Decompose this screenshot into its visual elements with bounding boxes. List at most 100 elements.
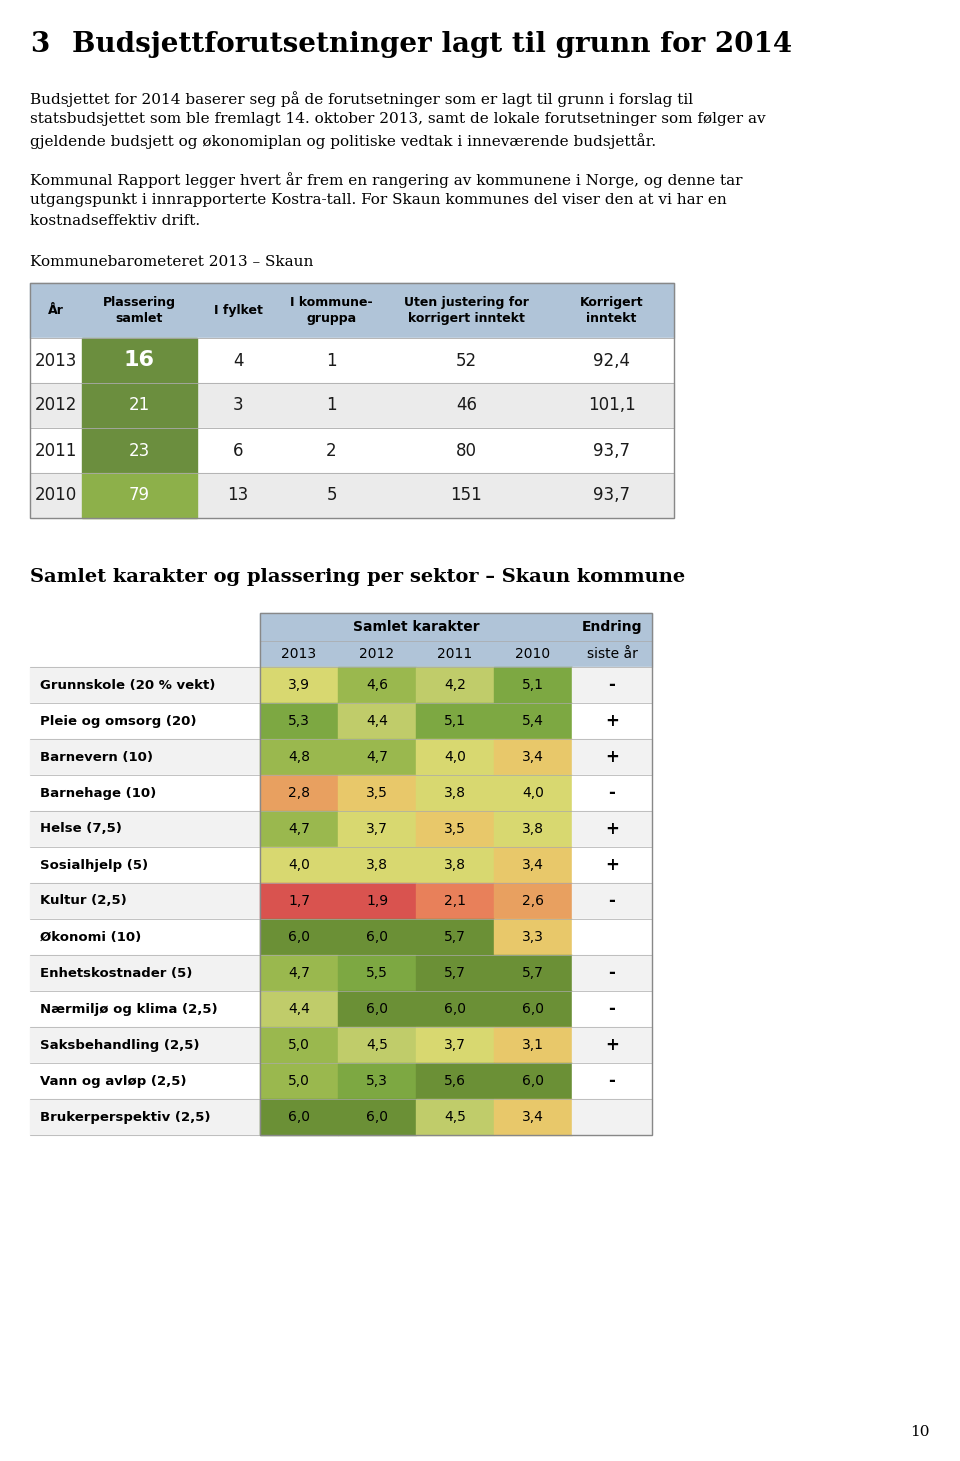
- Text: 16: 16: [124, 351, 155, 371]
- Bar: [338, 919, 416, 955]
- Text: 3,8: 3,8: [366, 858, 388, 872]
- Text: 52: 52: [456, 352, 477, 370]
- Bar: [30, 428, 674, 473]
- Text: kostnadseffektiv drift.: kostnadseffektiv drift.: [30, 213, 200, 228]
- Bar: [30, 919, 260, 955]
- Bar: [494, 739, 572, 774]
- Bar: [416, 1064, 494, 1099]
- Text: 5,6: 5,6: [444, 1074, 466, 1088]
- Bar: [572, 1064, 652, 1099]
- Text: Kommunal Rapport legger hvert år frem en rangering av kommunene i Norge, og denn: Kommunal Rapport legger hvert år frem en…: [30, 172, 742, 188]
- Text: 2013: 2013: [35, 352, 77, 370]
- Bar: [30, 703, 260, 739]
- Text: 4,7: 4,7: [366, 749, 388, 764]
- Text: 5,7: 5,7: [444, 931, 466, 944]
- Bar: [572, 882, 652, 919]
- Bar: [260, 882, 338, 919]
- Text: 2,6: 2,6: [522, 894, 544, 907]
- Text: 3,5: 3,5: [366, 786, 388, 801]
- Text: 4,6: 4,6: [366, 678, 388, 693]
- Bar: [338, 811, 416, 847]
- Text: 3,4: 3,4: [522, 1110, 544, 1124]
- Text: 4,0: 4,0: [288, 858, 310, 872]
- Text: 3: 3: [232, 396, 243, 415]
- Text: 2010: 2010: [35, 487, 77, 504]
- Text: Budsjettet for 2014 baserer seg på de forutsetninger som er lagt til grunn i for: Budsjettet for 2014 baserer seg på de fo…: [30, 91, 693, 107]
- Text: 10: 10: [910, 1424, 930, 1439]
- Bar: [30, 955, 260, 991]
- Text: 6,0: 6,0: [366, 1110, 388, 1124]
- Bar: [416, 955, 494, 991]
- Text: Samlet karakter: Samlet karakter: [352, 619, 479, 634]
- Bar: [494, 955, 572, 991]
- Text: statsbudsjettet som ble fremlagt 14. oktober 2013, samt de lokale forutsetninger: statsbudsjettet som ble fremlagt 14. okt…: [30, 112, 766, 126]
- Bar: [572, 1099, 652, 1135]
- Text: 1,7: 1,7: [288, 894, 310, 907]
- Text: 5,1: 5,1: [444, 714, 466, 728]
- Bar: [416, 811, 494, 847]
- Text: 80: 80: [456, 441, 477, 460]
- Text: Helse (7,5): Helse (7,5): [40, 823, 122, 836]
- Text: 4,2: 4,2: [444, 678, 466, 693]
- Bar: [30, 991, 260, 1027]
- Text: 2013: 2013: [281, 647, 317, 660]
- Text: 2010: 2010: [516, 647, 551, 660]
- Bar: [260, 614, 652, 641]
- Text: Brukerperspektiv (2,5): Brukerperspektiv (2,5): [40, 1110, 210, 1124]
- Text: 4,5: 4,5: [366, 1037, 388, 1052]
- Bar: [30, 1099, 260, 1135]
- Text: 23: 23: [129, 441, 150, 460]
- Bar: [494, 668, 572, 703]
- Bar: [30, 337, 674, 383]
- Text: 4,7: 4,7: [288, 823, 310, 836]
- Bar: [338, 739, 416, 774]
- Text: 1: 1: [326, 352, 337, 370]
- Bar: [30, 739, 260, 774]
- Bar: [82, 428, 197, 473]
- Text: 3,8: 3,8: [522, 823, 544, 836]
- Text: 4,4: 4,4: [366, 714, 388, 728]
- Bar: [30, 811, 260, 847]
- Bar: [260, 739, 338, 774]
- Text: -: -: [609, 1072, 615, 1090]
- Bar: [494, 991, 572, 1027]
- Bar: [416, 1027, 494, 1064]
- Bar: [416, 668, 494, 703]
- Bar: [30, 473, 674, 519]
- Text: 3,3: 3,3: [522, 931, 544, 944]
- Text: 5,5: 5,5: [366, 966, 388, 980]
- Text: 6,0: 6,0: [444, 1002, 466, 1015]
- Text: 2012: 2012: [359, 647, 395, 660]
- Text: 2,8: 2,8: [288, 786, 310, 801]
- Bar: [30, 1064, 260, 1099]
- Text: 93,7: 93,7: [593, 441, 630, 460]
- Text: +: +: [605, 712, 619, 730]
- Text: Økonomi (10): Økonomi (10): [40, 931, 141, 944]
- Text: 21: 21: [129, 396, 150, 415]
- Bar: [572, 811, 652, 847]
- Text: 5,3: 5,3: [366, 1074, 388, 1088]
- Bar: [338, 955, 416, 991]
- Bar: [494, 1064, 572, 1099]
- Bar: [260, 1099, 338, 1135]
- Text: 3,7: 3,7: [366, 823, 388, 836]
- Text: 3,9: 3,9: [288, 678, 310, 693]
- Text: 3,8: 3,8: [444, 858, 466, 872]
- Bar: [30, 847, 260, 882]
- Text: 46: 46: [456, 396, 477, 415]
- Text: 6,0: 6,0: [288, 931, 310, 944]
- Text: Pleie og omsorg (20): Pleie og omsorg (20): [40, 714, 197, 728]
- Text: Vann og avløp (2,5): Vann og avløp (2,5): [40, 1074, 186, 1087]
- Bar: [416, 774, 494, 811]
- Bar: [416, 1099, 494, 1135]
- Text: 3: 3: [30, 31, 49, 58]
- Text: 2011: 2011: [35, 441, 77, 460]
- Text: 5,1: 5,1: [522, 678, 544, 693]
- Bar: [82, 383, 197, 428]
- Text: 4: 4: [232, 352, 243, 370]
- Text: 5,0: 5,0: [288, 1074, 310, 1088]
- Bar: [572, 668, 652, 703]
- Text: 79: 79: [129, 487, 150, 504]
- Bar: [30, 283, 674, 337]
- Bar: [260, 774, 338, 811]
